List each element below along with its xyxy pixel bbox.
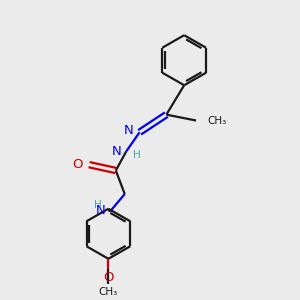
Text: H: H <box>133 150 140 160</box>
Text: N: N <box>112 145 122 158</box>
Text: CH₃: CH₃ <box>99 287 118 297</box>
Text: H: H <box>94 200 102 210</box>
Text: N: N <box>123 124 133 137</box>
Text: N: N <box>96 204 106 217</box>
Text: O: O <box>73 158 83 171</box>
Text: CH₃: CH₃ <box>207 116 226 125</box>
Text: O: O <box>103 271 114 284</box>
